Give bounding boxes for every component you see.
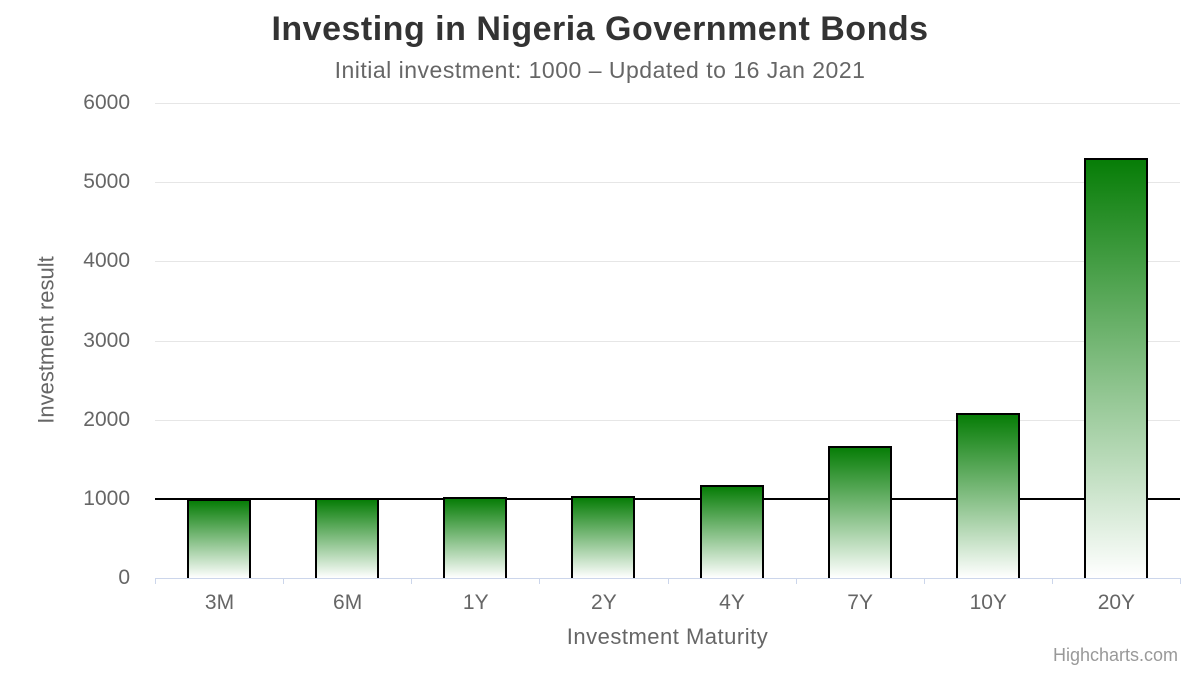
x-axis-label-20Y: 20Y	[1097, 591, 1136, 614]
x-axis-tick	[539, 578, 541, 584]
x-axis-label-6M: 6M	[333, 591, 363, 614]
x-axis-tick	[1180, 578, 1181, 584]
gridline-6000	[155, 103, 1180, 104]
y-axis-label-6000: 6000	[83, 91, 130, 114]
y-axis-label-3000: 3000	[83, 328, 130, 352]
bar-7Y[interactable]	[827, 445, 892, 578]
x-axis-tick	[283, 578, 285, 584]
y-axis-label-2000: 2000	[83, 407, 130, 431]
x-axis-tick	[923, 578, 925, 584]
x-axis-title: Investment Maturity	[566, 624, 769, 649]
gridline-4000	[155, 261, 1180, 263]
y-axis-label-1000: 1000	[83, 486, 130, 510]
plot-area	[155, 103, 1181, 584]
y-axis-label-4000: 4000	[83, 249, 130, 273]
bar-4Y[interactable]	[699, 484, 764, 578]
gridline-5000	[155, 182, 1180, 184]
bar-3M[interactable]	[187, 498, 252, 578]
highcharts-credit[interactable]: Highcharts.com	[1052, 645, 1178, 665]
x-axis-label-7Y: 7Y	[847, 591, 873, 614]
x-axis-label-10Y: 10Y	[969, 591, 1007, 614]
x-axis-tick	[155, 578, 156, 584]
bar-20Y[interactable]	[1083, 158, 1148, 578]
gridline-2000	[155, 419, 1180, 421]
x-axis-tick	[411, 578, 413, 584]
gridline-3000	[155, 340, 1180, 342]
y-axis-label-0: 0	[118, 566, 130, 589]
x-axis-tick	[795, 578, 797, 584]
x-axis-label-1Y: 1Y	[462, 591, 489, 614]
initial-investment-plotline	[155, 497, 1180, 500]
x-axis-tick	[1051, 578, 1053, 584]
bar-10Y[interactable]	[955, 412, 1020, 578]
x-axis-tick	[667, 578, 669, 584]
chart-subtitle: Initial investment: 1000 – Updated to 16…	[334, 57, 866, 83]
y-axis-label-5000: 5000	[83, 170, 130, 194]
x-axis-label-3M: 3M	[204, 591, 235, 614]
x-axis-line	[155, 578, 1180, 579]
bar-6M[interactable]	[315, 498, 380, 578]
chart-title: Investing in Nigeria Government Bonds	[271, 10, 929, 48]
x-axis-label-4Y: 4Y	[719, 591, 745, 614]
bar-2Y[interactable]	[571, 495, 636, 578]
bar-1Y[interactable]	[443, 497, 508, 578]
x-axis-label-2Y: 2Y	[591, 591, 617, 614]
